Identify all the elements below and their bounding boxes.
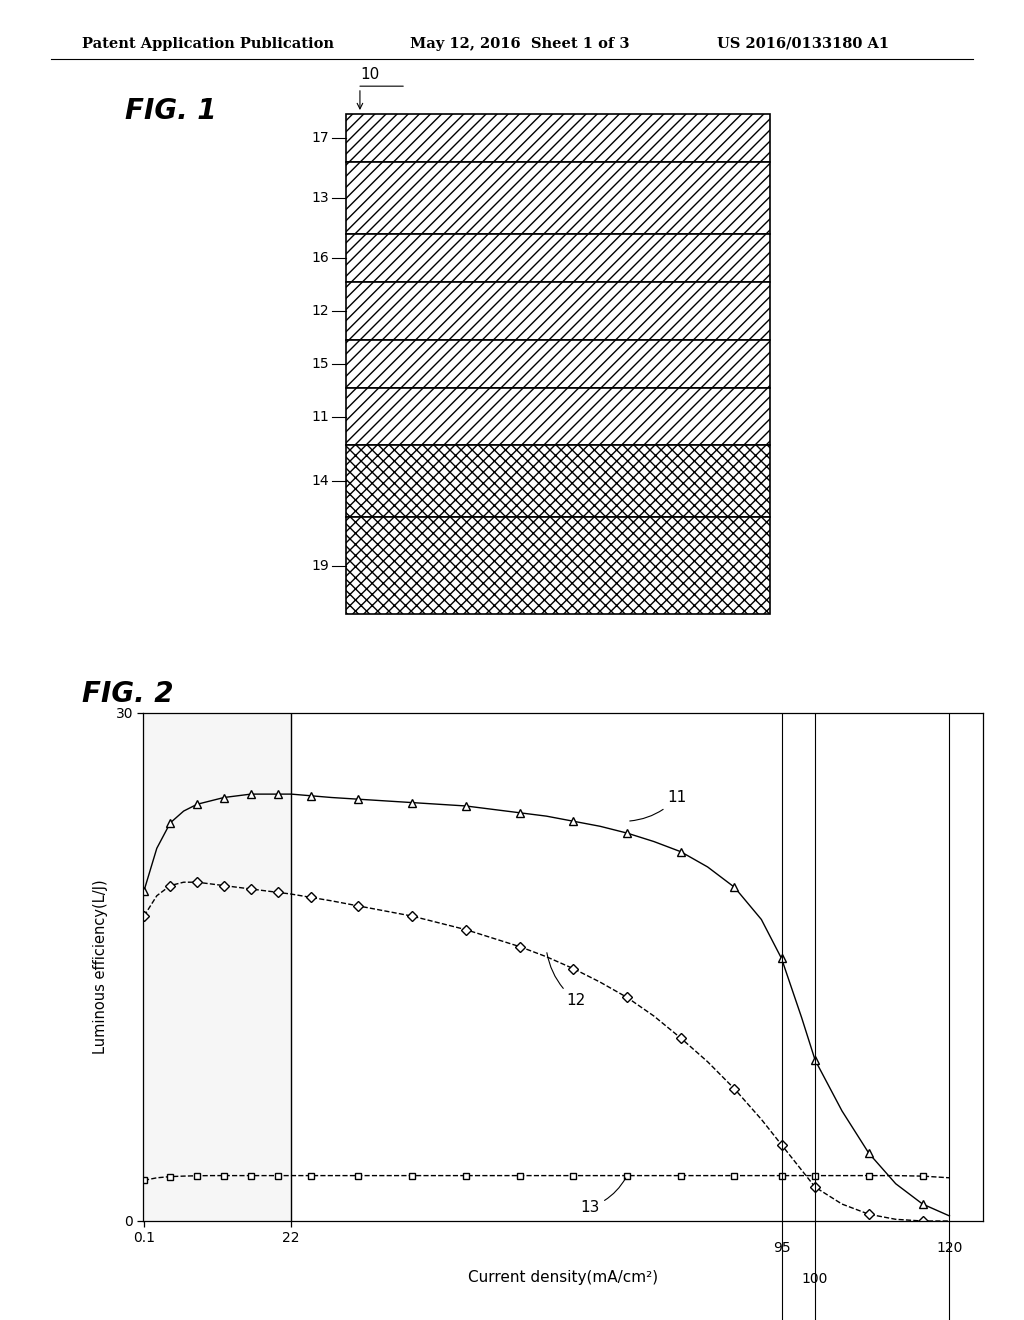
Bar xyxy=(346,445,770,517)
Bar xyxy=(346,282,770,339)
Text: 13: 13 xyxy=(312,191,330,205)
Text: 16: 16 xyxy=(311,251,330,265)
Text: 10: 10 xyxy=(360,67,379,82)
Text: FIG. 2: FIG. 2 xyxy=(82,680,173,708)
Bar xyxy=(346,162,770,234)
X-axis label: Current density(mA/cm²): Current density(mA/cm²) xyxy=(468,1270,658,1286)
Text: 13: 13 xyxy=(580,1177,626,1214)
Text: 15: 15 xyxy=(312,356,330,371)
Text: 14: 14 xyxy=(312,474,330,488)
Text: 12: 12 xyxy=(547,953,586,1008)
Bar xyxy=(346,234,770,282)
Bar xyxy=(346,517,770,614)
Text: Patent Application Publication: Patent Application Publication xyxy=(82,37,334,51)
Bar xyxy=(346,388,770,445)
Text: 17: 17 xyxy=(312,131,330,145)
Text: 11: 11 xyxy=(311,409,330,424)
Text: 12: 12 xyxy=(312,304,330,318)
Text: 95: 95 xyxy=(773,1241,791,1255)
Text: 19: 19 xyxy=(311,558,330,573)
Bar xyxy=(144,713,291,1221)
Bar xyxy=(346,114,770,162)
Text: 100: 100 xyxy=(802,1272,828,1286)
Text: 11: 11 xyxy=(630,789,686,821)
Text: US 2016/0133180 A1: US 2016/0133180 A1 xyxy=(717,37,889,51)
Bar xyxy=(346,339,770,388)
Text: May 12, 2016  Sheet 1 of 3: May 12, 2016 Sheet 1 of 3 xyxy=(410,37,629,51)
Y-axis label: Luminous efficiency(L/J): Luminous efficiency(L/J) xyxy=(93,879,109,1055)
Text: 120: 120 xyxy=(936,1241,963,1255)
Text: FIG. 1: FIG. 1 xyxy=(125,96,216,124)
